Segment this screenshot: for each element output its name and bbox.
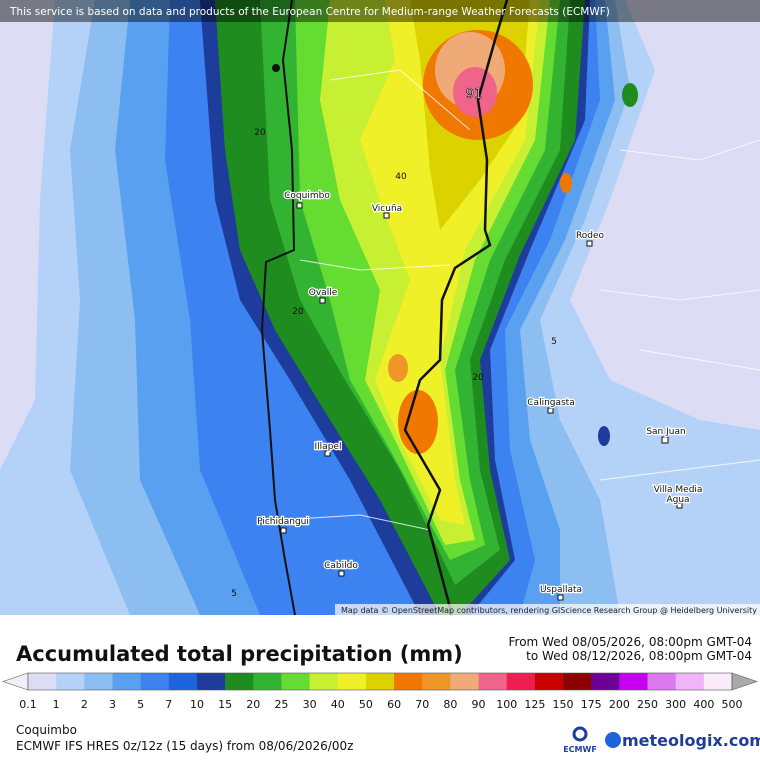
legend-label: 7 xyxy=(165,698,172,711)
legend-label: 200 xyxy=(609,698,630,711)
place-label: Pichidangui xyxy=(257,517,309,527)
legend-swatch xyxy=(56,673,85,690)
legend-swatch xyxy=(619,673,648,690)
contour-label: 20 xyxy=(292,307,304,317)
legend-swatch xyxy=(365,673,395,690)
banner: This service is based on data and produc… xyxy=(9,6,610,18)
legend-swatch xyxy=(703,673,733,690)
date-to: to Wed 08/12/2026, 08:00pm GMT-04 xyxy=(526,649,752,663)
legend-swatch xyxy=(478,673,508,690)
place-label: Illapel xyxy=(315,442,342,452)
legend-panel: Accumulated total precipitation (mm) Fro… xyxy=(16,635,760,754)
legend-swatch xyxy=(534,673,564,690)
legend-label: 500 xyxy=(722,698,743,711)
legend-label: 3 xyxy=(109,698,116,711)
ecmwf-logo: ECMWF xyxy=(563,745,597,754)
date-from: From Wed 08/05/2026, 08:00pm GMT-04 xyxy=(509,635,753,649)
legend-frame xyxy=(27,672,733,691)
location: Coquimbo xyxy=(16,723,77,737)
legend-label: 80 xyxy=(443,698,457,711)
legend-swatch xyxy=(422,673,451,690)
legend-label: 1 xyxy=(53,698,60,711)
place-label: Uspallata xyxy=(540,585,582,595)
legend-swatch xyxy=(225,673,254,690)
place-label: Cabildo xyxy=(324,561,358,571)
legend-label: 10 xyxy=(190,698,204,711)
contour-label: 5 xyxy=(231,589,237,599)
legend-label: 70 xyxy=(415,698,429,711)
contour-label: 20 xyxy=(254,128,266,138)
legend-label: 125 xyxy=(524,698,545,711)
legend-swatch xyxy=(140,673,170,690)
legend-swatch xyxy=(337,673,367,690)
place-label: Vicuña xyxy=(372,204,402,214)
legend-swatch xyxy=(112,673,141,690)
legend-label: 250 xyxy=(637,698,658,711)
legend-swatch xyxy=(253,673,282,690)
legend-label: 15 xyxy=(218,698,232,711)
place-label: Coquimbo xyxy=(284,191,330,201)
legend-label: 40 xyxy=(331,698,345,711)
place-label: Ovalle xyxy=(309,288,338,298)
legend-swatch xyxy=(506,673,536,690)
legend-label: 0.1 xyxy=(19,698,37,711)
legend-swatch xyxy=(647,673,676,690)
legend-swatch xyxy=(563,673,592,690)
place-label: San Juan xyxy=(646,427,685,437)
legend-label: 150 xyxy=(553,698,574,711)
map: Coquimbo Vicuña Ovalle Rodeo Calingasta … xyxy=(0,0,760,616)
contour-label: 5 xyxy=(551,337,557,347)
title: Accumulated total precipitation (mm) xyxy=(16,642,463,666)
model-info: ECMWF IFS HRES 0z/12z (15 days) from 08/… xyxy=(16,739,353,753)
legend-label: 100 xyxy=(496,698,517,711)
place-label: Agua xyxy=(666,495,689,505)
legend-swatch xyxy=(591,673,620,690)
legend-swatch xyxy=(394,673,423,690)
legend-label: 400 xyxy=(693,698,714,711)
legend-swatch xyxy=(450,673,479,690)
legend-label: 50 xyxy=(359,698,373,711)
place-label: Villa Media xyxy=(654,485,703,495)
legend-label: 60 xyxy=(387,698,401,711)
attribution: Map data © OpenStreetMap contributors, r… xyxy=(341,606,757,615)
legend-swatch xyxy=(168,673,198,690)
legend-label: 25 xyxy=(274,698,288,711)
place-label: Calingasta xyxy=(527,398,574,408)
legend-swatch xyxy=(309,673,339,690)
legend-swatch xyxy=(28,673,57,690)
contour-label: 20 xyxy=(472,373,484,383)
legend-swatch xyxy=(84,673,113,690)
legend-swatch xyxy=(281,673,310,690)
legend-arrow-high xyxy=(731,672,758,691)
legend-label: 20 xyxy=(246,698,260,711)
legend-label: 5 xyxy=(137,698,144,711)
brand-logo: meteologix.com xyxy=(622,731,760,750)
max-label: 91 xyxy=(466,87,483,102)
contour-label: 40 xyxy=(395,172,407,182)
legend-label: 30 xyxy=(303,698,317,711)
legend-swatch xyxy=(196,673,226,690)
place-label: Rodeo xyxy=(576,231,605,241)
legend-label: 175 xyxy=(581,698,602,711)
legend-label: 90 xyxy=(472,698,486,711)
legend-swatch xyxy=(675,673,705,690)
legend-label: 300 xyxy=(665,698,686,711)
legend-label: 2 xyxy=(81,698,88,711)
legend-arrow-low xyxy=(2,672,29,691)
